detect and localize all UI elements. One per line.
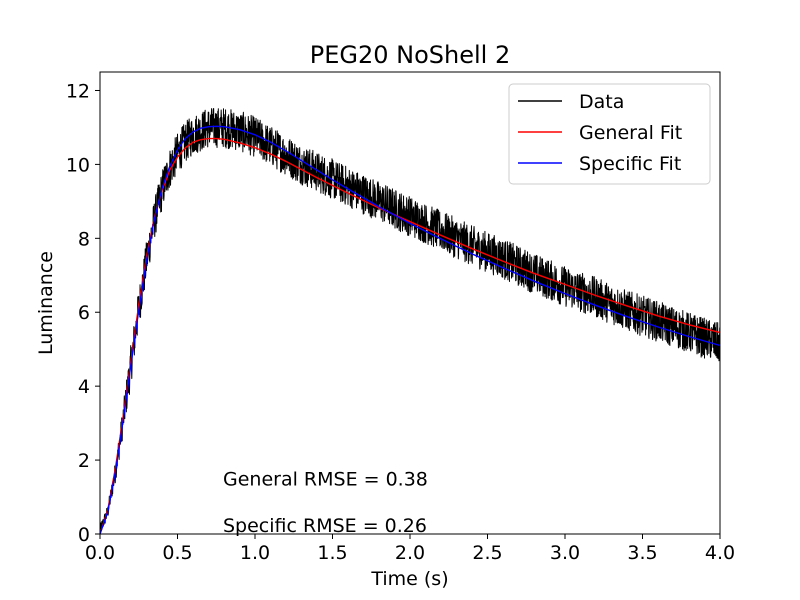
legend-entry: Specific Fit <box>579 153 681 175</box>
y-tick-label: 6 <box>78 302 90 324</box>
legend-box <box>508 83 711 185</box>
x-axis-ticks: 0.0 0.5 1.0 1.5 2.0 2.5 3.0 3.5 4.0 <box>85 534 735 564</box>
legend: Data General Fit Specific Fit <box>508 83 711 185</box>
annotations: General RMSE = 0.38 Specific RMSE = 0.26 <box>223 469 428 537</box>
x-tick-label: 3.5 <box>627 542 657 564</box>
x-tick-label: 0.0 <box>85 542 115 564</box>
y-axis-ticks: 0 2 4 6 8 10 12 <box>66 80 100 546</box>
series-line-data <box>99 108 721 533</box>
x-axis-label: Time (s) <box>370 568 448 590</box>
x-tick-label: 2.0 <box>395 542 425 564</box>
x-tick-label: 1.0 <box>240 542 270 564</box>
x-tick-label: 3.0 <box>550 542 580 564</box>
y-tick-label: 12 <box>66 80 90 102</box>
series-layer <box>99 108 721 535</box>
chart-title: PEG20 NoShell 2 <box>310 41 510 69</box>
y-axis-label: Luminance <box>35 251 57 355</box>
legend-entry: Data <box>579 91 624 113</box>
x-tick-label: 1.5 <box>317 542 347 564</box>
y-tick-label: 8 <box>78 228 90 250</box>
y-tick-label: 4 <box>78 376 90 398</box>
series-line-specific-fit <box>99 125 721 535</box>
y-tick-label: 2 <box>78 450 90 472</box>
x-tick-label: 4.0 <box>705 542 735 564</box>
y-tick-label: 10 <box>66 154 90 176</box>
rmse-annotation: Specific RMSE = 0.26 <box>223 515 427 537</box>
x-tick-label: 2.5 <box>472 542 502 564</box>
x-tick-label: 0.5 <box>162 542 192 564</box>
y-tick-label: 0 <box>78 524 90 546</box>
rmse-annotation: General RMSE = 0.38 <box>223 469 428 491</box>
legend-entry: General Fit <box>579 122 682 144</box>
